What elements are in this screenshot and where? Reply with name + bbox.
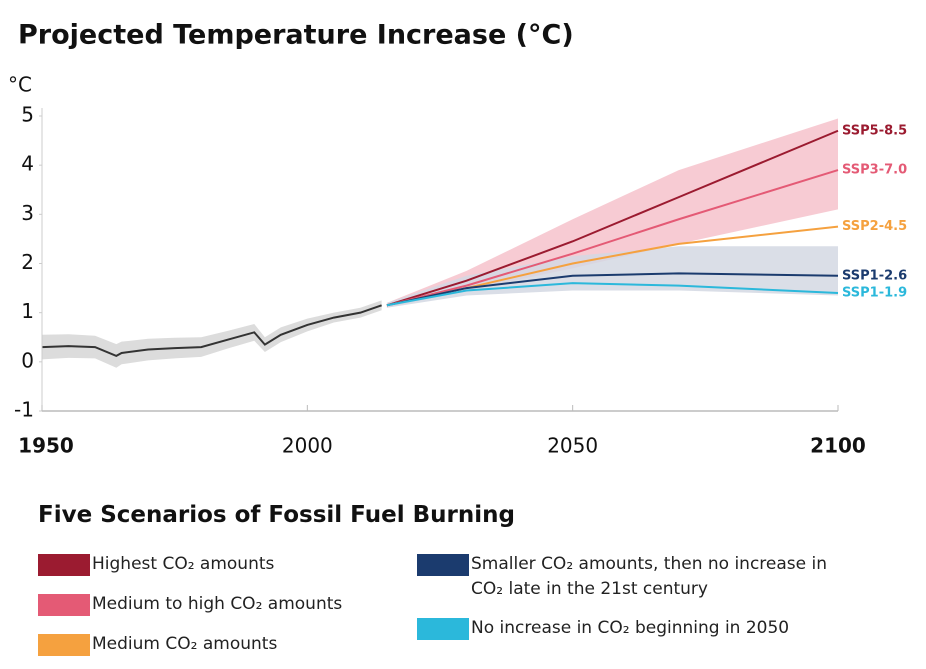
x-tick-label: 2050 <box>547 434 598 458</box>
legend-label: No increase in CO₂ beginning in 2050 <box>471 618 790 638</box>
uncertainty-band <box>386 118 838 308</box>
y-tick-label: 4 <box>21 152 34 176</box>
series-line <box>386 129 839 307</box>
y-tick-label: 1 <box>21 299 34 323</box>
legend-entry: Medium to high CO₂ amounts <box>38 593 412 617</box>
chart-title: Projected Temperature Increase (°C) <box>18 20 574 51</box>
legend-swatch <box>38 554 90 576</box>
uncertainty-band <box>386 246 838 308</box>
series-label: SSP1-1.9 <box>842 286 907 301</box>
legend-swatch <box>417 554 469 576</box>
legend-label: Highest CO₂ amounts <box>92 554 275 574</box>
series-label: SSP1-2.6 <box>842 268 907 283</box>
x-tick-label: 2000 <box>282 434 333 458</box>
lines <box>41 129 839 358</box>
series-label: SSP3-7.0 <box>842 163 907 178</box>
y-tick-label: 0 <box>21 348 34 372</box>
historical-line <box>41 304 382 358</box>
legend-label: Medium to high CO₂ amounts <box>92 594 343 614</box>
legend-swatch <box>38 634 90 656</box>
y-tick-label: 2 <box>21 250 34 274</box>
legend-swatch <box>417 618 469 640</box>
y-tick-label: 5 <box>21 103 34 127</box>
y-unit-label: °C <box>8 73 32 97</box>
series-line <box>386 272 839 307</box>
legend-title: Five Scenarios of Fossil Fuel Burning <box>38 502 515 528</box>
series-line <box>386 282 839 307</box>
legend-entry: Highest CO₂ amounts <box>38 553 412 577</box>
series-line <box>386 169 839 307</box>
chart: Projected Temperature Increase (°C) °C 5… <box>8 20 907 458</box>
series-label: SSP5-8.5 <box>842 123 907 138</box>
series-label: SSP2-4.5 <box>842 219 907 234</box>
x-tick-label: 1950 <box>18 434 74 458</box>
legend-swatch <box>38 594 90 616</box>
legend-label: Smaller CO₂ amounts, then no increase in… <box>471 554 828 599</box>
y-tick-label: -1 <box>14 398 34 422</box>
legend-entry: No increase in CO₂ beginning in 2050 <box>417 617 861 641</box>
x-tick-label: 2100 <box>810 434 866 458</box>
legend-entry: Medium CO₂ amounts <box>38 633 412 657</box>
bands <box>42 118 838 368</box>
legend-entry: Smaller CO₂ amounts, then no increase in… <box>417 553 861 602</box>
legend-label: Medium CO₂ amounts <box>92 634 278 654</box>
historical-band <box>42 300 382 368</box>
y-tick-label: 3 <box>21 201 34 225</box>
